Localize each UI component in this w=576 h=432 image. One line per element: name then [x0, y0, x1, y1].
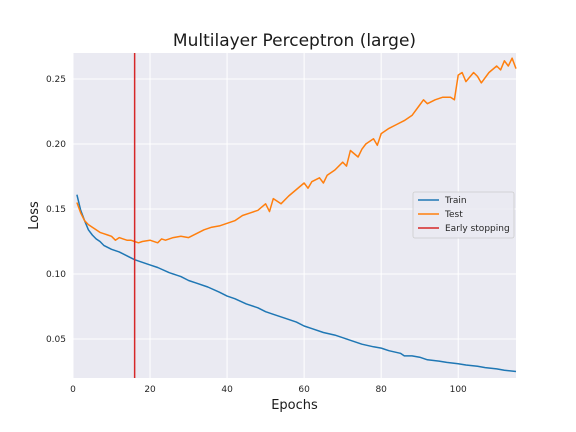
- x-tick-label: 100: [450, 385, 467, 395]
- x-tick-label: 60: [298, 385, 310, 395]
- y-tick-label: 0.25: [46, 75, 66, 85]
- x-tick-label: 20: [144, 385, 156, 395]
- y-axis-label: Loss: [27, 201, 42, 230]
- series-layer: [76, 53, 517, 378]
- x-tick-label: 80: [375, 385, 387, 395]
- tick-labels: 0 20 40 60 80 100 0.05 0.10 0.15 0.20 0.25: [46, 75, 467, 395]
- y-tick-label: 0.05: [46, 335, 66, 345]
- y-tick-label: 0.15: [46, 205, 66, 215]
- legend-box: [412, 191, 515, 239]
- x-tick-label: 0: [70, 385, 76, 395]
- legend-label-early-stopping: Early stopping: [445, 224, 510, 234]
- chart-title: Multilayer Perceptron (large): [173, 31, 416, 51]
- legend-label-test: Test: [444, 210, 463, 220]
- x-axis-label: Epochs: [271, 398, 318, 413]
- y-tick-label: 0.10: [46, 270, 66, 280]
- series-line-train: [76, 194, 517, 373]
- series-line-test: [76, 57, 517, 244]
- legend-label-train: Train: [444, 196, 467, 206]
- x-tick-label: 40: [221, 385, 233, 395]
- legend: Train Test Early stopping: [412, 191, 515, 239]
- y-tick-label: 0.20: [46, 140, 66, 150]
